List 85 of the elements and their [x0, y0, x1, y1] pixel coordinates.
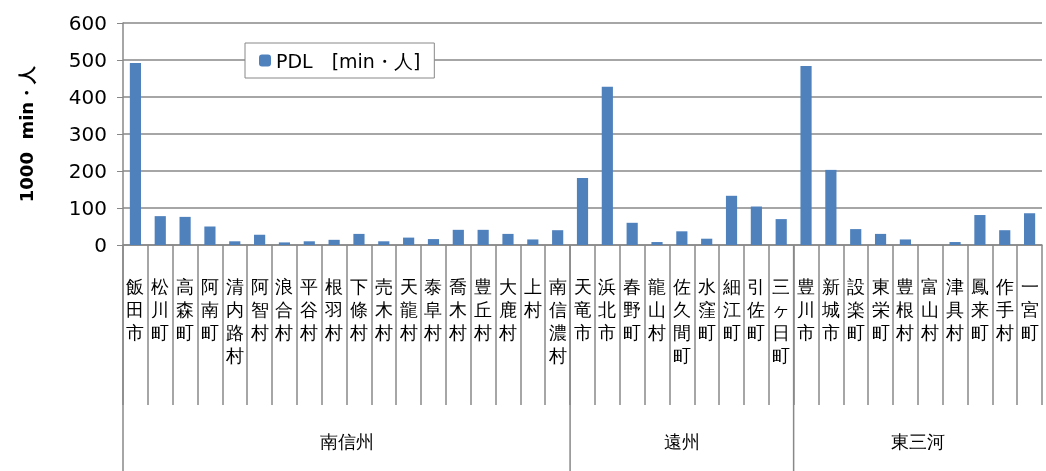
y-tick-label: 400: [68, 85, 107, 109]
x-tick-label: 阿智村: [249, 276, 269, 343]
x-tick-label: 喬木村: [448, 276, 468, 343]
x-tick-label: 豊丘村: [473, 276, 493, 343]
x-tick-label: 浪合村: [274, 276, 294, 343]
x-tick-label: 上村: [522, 276, 542, 320]
x-tick-label: 泰阜村: [423, 276, 443, 343]
bar: [725, 195, 738, 245]
bar: [229, 241, 241, 245]
y-tick-label: 600: [68, 11, 107, 35]
legend-label: PDL [min・人]: [276, 49, 421, 72]
x-tick-label: 作手村: [994, 276, 1014, 343]
bar: [850, 229, 862, 245]
bar: [353, 233, 365, 245]
bar: [825, 169, 837, 245]
bar: [254, 234, 266, 245]
x-tick-label: 根羽村: [324, 276, 344, 343]
bar: [676, 231, 688, 245]
bar: [527, 239, 539, 245]
x-tick-label: 設楽町: [846, 276, 865, 343]
y-tick-label: 200: [68, 159, 107, 183]
bar: [701, 238, 713, 245]
x-tick-label: 豊川市: [797, 276, 816, 343]
bar: [303, 241, 315, 245]
x-tick-label: 売木村: [373, 276, 393, 343]
text: 南信州: [319, 430, 374, 452]
y-tick-label: 500: [68, 48, 107, 72]
x-tick-label: 大鹿村: [497, 276, 517, 343]
x-tick-label: 三ヶ日町: [772, 276, 791, 366]
bar: [427, 239, 440, 245]
bar: [378, 241, 390, 245]
x-tick-label: 龍山村: [647, 276, 667, 343]
bar: [278, 242, 291, 245]
bar: [403, 237, 415, 245]
x-tick-label: 清内路村: [224, 276, 244, 366]
bar: [179, 216, 191, 245]
x-tick-label: 阿南町: [200, 276, 219, 343]
x-tick-label: 飯田市: [126, 276, 145, 343]
x-tick-label: 下條村: [348, 276, 368, 343]
bar: [974, 215, 986, 245]
bar: [949, 242, 961, 245]
x-tick-label: 水窪町: [697, 276, 716, 343]
bar: [874, 233, 887, 245]
bar: [999, 230, 1011, 245]
bar: [651, 242, 663, 245]
x-tick-label: 津具村: [945, 276, 965, 343]
bar: [1023, 213, 1036, 245]
x-tick-label: 春野町: [623, 276, 642, 343]
y-axis-title: 1000 min・人: [15, 64, 37, 203]
bar: [452, 229, 464, 245]
x-tick-label: 南信濃村: [547, 276, 567, 366]
x-tick-label: 東栄町: [871, 276, 890, 343]
y-tick-label: 0: [94, 233, 107, 257]
x-tick-label: 鳳来町: [970, 276, 989, 343]
x-tick-label: 細江町: [721, 276, 741, 343]
x-tick-label: 佐久間町: [672, 276, 691, 366]
bar: [552, 230, 564, 245]
text: 遠州: [663, 430, 700, 452]
y-tick-label: 300: [68, 122, 107, 146]
bar: [129, 62, 142, 245]
x-tick-label: 平谷村: [299, 276, 319, 343]
bar: [154, 216, 166, 245]
x-tick-label: 豊根村: [895, 276, 915, 343]
bar: [775, 219, 787, 245]
x-tick-label: 新城市: [820, 276, 840, 343]
bar: [477, 229, 489, 245]
x-tick-label: 富山村: [920, 276, 940, 343]
bar: [750, 206, 762, 245]
bar: [204, 226, 216, 245]
bar: [328, 239, 340, 245]
x-tick-label: 高森町: [176, 276, 195, 343]
x-tick-label: 天竜市: [573, 276, 592, 343]
bar: [899, 239, 911, 245]
bar: [800, 65, 812, 245]
bar: [576, 178, 589, 245]
y-tick-label: 100: [68, 196, 107, 220]
bar: [601, 86, 613, 245]
bar: [626, 222, 638, 245]
text: 東三河: [890, 430, 945, 452]
x-tick-label: 松川町: [151, 276, 170, 343]
x-tick-label: 一宮町: [1020, 276, 1039, 343]
x-tick-label: 天龍村: [398, 276, 418, 343]
bar: [502, 233, 514, 245]
x-tick-label: 浜北市: [598, 276, 617, 343]
x-tick-label: 引佐町: [747, 276, 766, 343]
